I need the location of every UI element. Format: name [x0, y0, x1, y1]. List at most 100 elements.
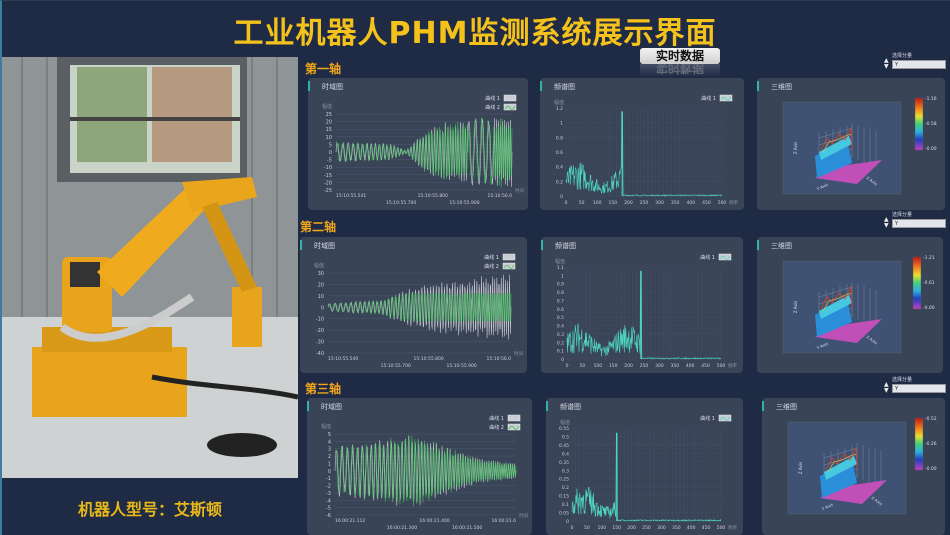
- spin-arrows-icon[interactable]: ▲ ▼: [884, 216, 889, 229]
- x-tick-label: 16:00:21.300: [387, 525, 417, 531]
- axis-title: Z Axis: [793, 301, 798, 313]
- y-tick-label: 0.4: [562, 451, 569, 457]
- panel-title: 频谱图: [541, 240, 576, 251]
- x-axis-label: 时间: [514, 350, 523, 357]
- y-tick-label: 0.2: [556, 179, 563, 185]
- legend-swatch-1: [719, 94, 733, 102]
- x-tick-label: 500: [718, 200, 727, 206]
- surface-body: [815, 140, 852, 178]
- y-tick-label: 0.1: [557, 349, 564, 355]
- axis-title: Y Axis: [815, 182, 829, 192]
- x-tick-label: 450: [702, 200, 711, 206]
- axis-title: Z Axis: [793, 142, 798, 154]
- y-tick-label: 1: [561, 273, 564, 279]
- component-selector[interactable]: 选择分量 ▲ ▼ Y: [884, 211, 946, 233]
- axis-section-label: 第一轴: [305, 62, 342, 76]
- surface-ridge: [819, 136, 852, 160]
- surface-peak-line: [822, 133, 852, 153]
- surface-body: [820, 460, 857, 498]
- series-curve-2: [335, 117, 513, 188]
- y-tick-label: 0.05: [559, 511, 569, 517]
- legend-swatch-1: [718, 414, 732, 422]
- surface-peak-line: [822, 292, 852, 312]
- x-axis-label: 时间: [519, 512, 528, 519]
- component-selector[interactable]: 选择分量 ▲ ▼ Y: [884, 52, 946, 74]
- x-axis-label: 频率: [728, 362, 737, 369]
- axis-title: Y Axis: [820, 502, 834, 512]
- surface-3d-panel: Z Axis Y Axis X Axis -1.21 -0.61 -0.00 三维图: [757, 237, 943, 373]
- x-tick-label: 250: [640, 363, 649, 369]
- time-domain-panel: 曲线 1 曲线 2 幅值 时间 5 4 3 2 1 0 -1 -2 -3 -4 -5 -6 16:00:21.1…: [307, 398, 532, 535]
- colorbar-tick-label: -0.58: [925, 121, 937, 127]
- legend-swatch-1: [502, 253, 516, 261]
- y-tick-label: 0.6: [557, 307, 564, 313]
- time-domain-panel: 曲线 1 曲线 2 幅值 时间 30 20 10 0 -10 -20 -30 -40 15:10:55.…: [300, 237, 527, 373]
- x-tick-label: 150: [612, 525, 621, 531]
- page-title: 工业机器人PHM监测系统展示界面: [233, 16, 717, 51]
- component-input[interactable]: Y: [892, 384, 946, 393]
- legend-label: 曲线 2: [489, 424, 504, 431]
- legend-label: 曲线 1: [701, 95, 716, 102]
- y-tick-label: 1.1: [557, 265, 564, 271]
- panel-title: 频谱图: [546, 401, 581, 412]
- y-tick-label: 1: [328, 461, 331, 467]
- x-tick-label: 16:00:21.500: [452, 525, 482, 531]
- panel-title: 三维图: [757, 240, 792, 251]
- y-tick-label: 0.8: [556, 135, 563, 141]
- x-tick-label: 450: [701, 363, 710, 369]
- axis-title: X Axis: [865, 175, 878, 186]
- spin-arrows-icon[interactable]: ▲ ▼: [884, 381, 889, 394]
- y-tick-label: 0.3: [557, 332, 564, 338]
- x-tick-label: 15:10:55.900: [449, 200, 479, 206]
- x-tick-label: 400: [686, 363, 695, 369]
- y-tick-label: 0.2: [557, 340, 564, 346]
- x-tick-label: 500: [717, 363, 726, 369]
- y-tick-label: -10: [324, 165, 332, 171]
- colorbar: [914, 97, 924, 151]
- x-tick-label: 350: [672, 525, 681, 531]
- surface-3d-chart: Z Axis Y Axis X Axis -1.16 -0.58 -0.00: [782, 96, 937, 195]
- x-tick-label: 100: [598, 525, 607, 531]
- x-tick-label: 15:10:56.0: [486, 356, 511, 362]
- y-tick-label: -2: [326, 484, 331, 490]
- component-selector-label: 选择分量: [892, 377, 913, 383]
- x-tick-label: 300: [657, 525, 666, 531]
- y-tick-label: 5: [329, 142, 332, 148]
- y-tick-label: 25: [326, 112, 332, 118]
- y-tick-label: 0.55: [559, 426, 569, 432]
- spin-arrows-icon[interactable]: ▲ ▼: [884, 57, 889, 70]
- legend-label: 曲线 1: [489, 415, 504, 422]
- y-tick-label: 10: [318, 294, 324, 300]
- y-tick-label: 0.15: [559, 494, 569, 500]
- surface-peak-line: [825, 446, 858, 471]
- component-input[interactable]: Y: [892, 60, 946, 69]
- y-tick-label: 0: [321, 305, 324, 311]
- y-tick-label: 0.5: [562, 434, 569, 440]
- y-tick-label: 0.2: [562, 485, 569, 491]
- colorbar-tick-label: -0.00: [925, 466, 937, 472]
- x-tick-label: 15:10:55.700: [386, 200, 416, 206]
- colorbar-tick-label: -0.61: [923, 280, 935, 286]
- surface-ridge: [824, 456, 857, 480]
- y-tick-label: 0.6: [556, 150, 563, 156]
- x-tick-label: 150: [609, 200, 618, 206]
- series-curve-1: [335, 117, 513, 188]
- y-tick-label: 0: [328, 469, 331, 475]
- series-curve-1: [334, 435, 517, 506]
- component-selector[interactable]: 选择分量 ▲ ▼ Y: [884, 376, 946, 398]
- x-tick-label: 500: [717, 525, 726, 531]
- realtime-data-button[interactable]: 实时数据: [640, 48, 720, 64]
- colorbar: [914, 417, 924, 471]
- component-input[interactable]: Y: [892, 219, 946, 228]
- surface-body: [815, 299, 852, 337]
- legend-curve-icon: [719, 255, 731, 260]
- y-axis-label: 幅值: [314, 262, 324, 269]
- y-tick-label: 0.35: [559, 460, 569, 466]
- x-tick-label: 15:10:55.900: [446, 363, 476, 369]
- legend-label: 曲线 2: [484, 263, 499, 270]
- y-tick-label: -6: [326, 513, 331, 519]
- axis-section-label: 第二轴: [300, 220, 337, 234]
